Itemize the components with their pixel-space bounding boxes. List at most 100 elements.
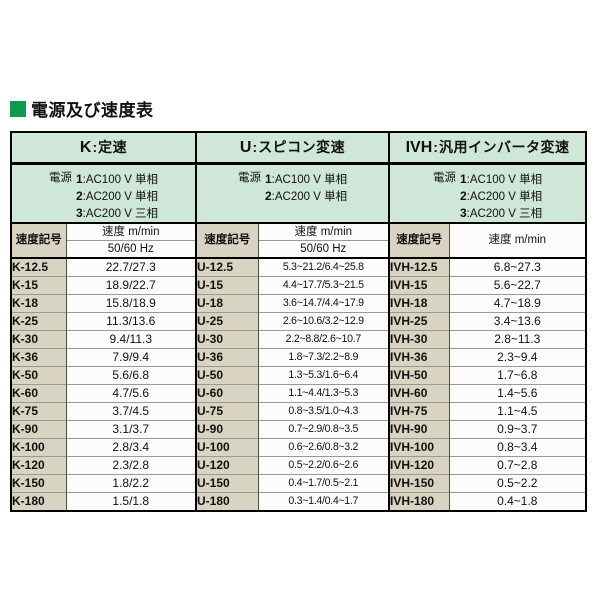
page-title-text: 電源及び速度表 [31, 101, 154, 120]
speed-code-cell: IVH-100 [388, 438, 450, 457]
speed-value-cell: 0.5~2.2/0.6~2.6 [257, 456, 390, 475]
section-code: K [79, 138, 92, 156]
power-label: 電源 [432, 172, 456, 184]
power-option: 2:AC200 V 単相 [264, 189, 348, 203]
speed-code-cell: U-15 [195, 276, 259, 295]
speed-value-cell: 2.6~10.6/3.2~12.9 [257, 312, 390, 331]
speed-value-cell: 1.1~4.5 [448, 402, 587, 421]
power-options: 1:AC100 V 単相 2:AC200 V 単相 3:AC200 V 三相 [76, 171, 158, 222]
speed-value-cell: 0.4~1.8 [448, 492, 587, 511]
speed-code-cell: K-15 [11, 276, 66, 295]
speed-code-cell: K-12.5 [11, 257, 66, 277]
speed-code-cell: K-180 [11, 492, 66, 511]
speed-code-cell: K-50 [11, 366, 66, 385]
table-row: K-150 1.8/2.2 U-150 0.4~1.7/0.5~2.1 IVH-150 0… [11, 474, 587, 493]
power-cell-k: 電源 1:AC100 V 単相 2:AC200 V 単相 3:AC200 V 三相 [11, 163, 197, 224]
col-header-speed-u: 速度 m/min [257, 223, 390, 241]
section-name: 定速 [98, 138, 128, 155]
speed-code-cell: IVH-180 [388, 492, 450, 511]
table-row: K-25 11.3/13.6 U-25 2.6~10.6/3.2~12.9 IVH-25… [11, 312, 587, 331]
speed-value-cell: 7.9/9.4 [65, 348, 197, 367]
speed-code-cell: IVH-18 [388, 294, 450, 313]
speed-value-cell: 2.3~9.4 [448, 348, 587, 367]
speed-value-cell: 9.4/11.3 [65, 330, 197, 349]
col-header-speed-k: 速度 m/min [65, 223, 197, 241]
speed-code-cell: IVH-150 [388, 474, 450, 493]
power-label: 電源 [48, 172, 72, 184]
speed-value-cell: 0.7~2.9/0.8~3.5 [257, 420, 390, 439]
speed-code-cell: IVH-90 [388, 420, 450, 439]
speed-code-cell: IVH-15 [388, 276, 450, 295]
separator: : [433, 138, 438, 155]
speed-code-cell: U-150 [195, 474, 259, 493]
speed-value-cell: 11.3/13.6 [65, 312, 197, 331]
col-header-code-ivh: 速度記号 [388, 223, 450, 259]
speed-code-cell: U-50 [195, 366, 259, 385]
page: 電源及び速度表 K:定速 U:スピコン変速 IVH:汎用インバータ変速 [10, 96, 600, 512]
speed-code-cell: K-36 [11, 348, 66, 367]
speed-value-cell: 4.7/5.6 [65, 384, 197, 403]
green-square-icon [10, 100, 26, 117]
speed-value-cell: 3.7/4.5 [65, 402, 197, 421]
section-name: スピコン変速 [258, 138, 346, 155]
power-option: 3:AC200 V 三相 [459, 206, 543, 220]
speed-code-cell: U-100 [195, 438, 259, 457]
power-option: 1:AC100 V 単相 [264, 172, 348, 186]
speed-value-cell: 0.5~2.2 [448, 474, 587, 493]
speed-value-cell: 1.8~7.3/2.2~8.9 [257, 348, 390, 367]
speed-code-cell: IVH-30 [388, 330, 450, 349]
speed-code-cell: IVH-120 [388, 456, 450, 475]
speed-value-cell: 1.1~4.4/1.3~5.3 [257, 384, 390, 403]
speed-code-cell: U-12.5 [195, 257, 259, 277]
speed-value-cell: 4.4~17.7/5.3~21.5 [257, 276, 390, 295]
power-options: 1:AC100 V 単相 2:AC200 V 単相 [265, 171, 347, 205]
col-header-speed-ivh: 速度 m/min [448, 223, 587, 259]
table-row: K-18 15.8/18.9 U-18 3.6~14.7/4.4~17.9 IVH-18… [11, 294, 587, 313]
speed-value-cell: 5.6/6.8 [65, 366, 197, 385]
power-options: 1:AC100 V 単相 2:AC200 V 単相 3:AC200 V 三相 [460, 171, 542, 222]
speed-value-cell: 3.6~14.7/4.4~17.9 [257, 294, 390, 313]
section-header-ivh: IVH:汎用インバータ変速 [388, 132, 587, 165]
speed-code-cell: IVH-25 [388, 312, 450, 331]
speed-value-cell: 1.3~5.3/1.6~6.4 [257, 366, 390, 385]
section-name: 汎用インバータ変速 [438, 138, 570, 155]
speed-code-cell: IVH-36 [388, 348, 450, 367]
col-header-code-k: 速度記号 [11, 223, 66, 259]
speed-code-cell: IVH-50 [388, 366, 450, 385]
section-code: U [239, 138, 252, 156]
table-row: K-30 9.4/11.3 U-30 2.2~8.8/2.6~10.7 IVH-30 2.… [11, 330, 587, 349]
table-row: K-15 18.9/22.7 U-15 4.4~17.7/5.3~21.5 IVH-15… [11, 276, 587, 295]
section-header-k: K:定速 [11, 132, 197, 165]
col-header-code-u: 速度記号 [195, 223, 259, 259]
power-speed-table: K:定速 U:スピコン変速 IVH:汎用インバータ変速 電源 1:AC100 V … [10, 131, 588, 512]
table-row: K-75 3.7/4.5 U-75 0.8~3.5/1.0~4.3 IVH-75 1.1~… [11, 402, 587, 421]
speed-value-cell: 1.7~6.8 [448, 366, 587, 385]
speed-value-cell: 1.8/2.2 [65, 474, 197, 493]
speed-code-cell: U-120 [195, 456, 259, 475]
speed-code-cell: K-75 [11, 402, 66, 421]
speed-code-cell: U-36 [195, 348, 259, 367]
speed-value-cell: 0.8~3.4 [448, 438, 587, 457]
page-title: 電源及び速度表 [10, 96, 600, 121]
speed-code-cell: IVH-12.5 [388, 257, 450, 277]
speed-value-cell: 0.8~3.5/1.0~4.3 [257, 402, 390, 421]
col-header-freq-k: 50/60 Hz [65, 240, 197, 259]
section-header-u: U:スピコン変速 [195, 132, 390, 165]
table-row: K-60 4.7/5.6 U-60 1.1~4.4/1.3~5.3 IVH-60 1.4~… [11, 384, 587, 403]
column-header-row: 速度記号 速度 m/min 速度記号 速度 m/min 速度記号 速度 m/mi… [11, 223, 587, 259]
speed-code-cell: U-18 [195, 294, 259, 313]
speed-value-cell: 3.1/3.7 [65, 420, 197, 439]
separator: : [252, 138, 258, 155]
speed-code-cell: K-18 [11, 294, 66, 313]
column-header-freq-row: 50/60 Hz 50/60 Hz [11, 240, 586, 259]
speed-code-cell: U-75 [195, 402, 259, 421]
power-option: 1:AC100 V 単相 [75, 172, 159, 186]
speed-value-cell: 18.9/22.7 [65, 276, 197, 295]
speed-code-cell: IVH-75 [388, 402, 450, 421]
speed-code-cell: K-90 [11, 420, 66, 439]
power-option: 1:AC100 V 単相 [459, 172, 543, 186]
speed-value-cell: 15.8/18.9 [65, 294, 197, 313]
speed-value-cell: 3.4~13.6 [448, 312, 587, 331]
speed-value-cell: 0.7~2.8 [448, 456, 587, 475]
power-option: 2:AC200 V 単相 [75, 189, 159, 203]
